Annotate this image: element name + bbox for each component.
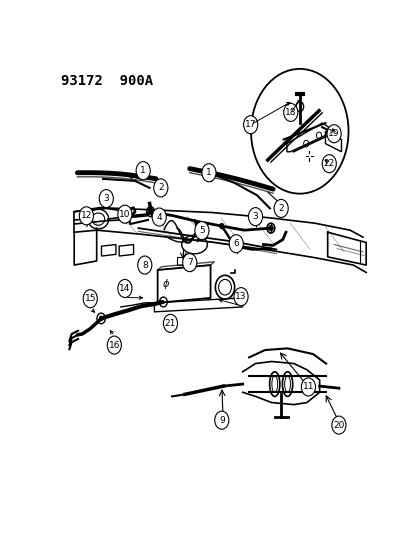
Text: 12: 12: [81, 211, 92, 220]
Text: 9: 9: [218, 416, 224, 425]
Circle shape: [182, 254, 196, 272]
Circle shape: [321, 155, 335, 173]
Circle shape: [214, 411, 228, 429]
Text: 20: 20: [332, 421, 344, 430]
Circle shape: [152, 208, 166, 226]
Text: 4: 4: [156, 213, 161, 222]
Circle shape: [331, 416, 345, 434]
Text: 14: 14: [119, 284, 130, 293]
Circle shape: [195, 222, 209, 240]
Circle shape: [153, 179, 168, 197]
Text: $\phi$: $\phi$: [161, 277, 169, 292]
Text: 8: 8: [142, 261, 147, 270]
Text: 2: 2: [158, 183, 163, 192]
Text: 19: 19: [328, 129, 339, 138]
Circle shape: [118, 279, 132, 297]
Circle shape: [248, 207, 262, 225]
Text: 3: 3: [252, 212, 258, 221]
Text: 3: 3: [103, 194, 109, 203]
Circle shape: [229, 235, 243, 253]
Circle shape: [138, 256, 152, 274]
Circle shape: [326, 125, 340, 143]
Text: 11: 11: [302, 383, 313, 391]
Text: 7: 7: [186, 258, 192, 267]
Text: 2: 2: [278, 204, 283, 213]
Text: 17: 17: [244, 120, 256, 129]
Text: 5: 5: [199, 226, 204, 235]
Circle shape: [301, 378, 315, 396]
Text: 10: 10: [119, 209, 131, 219]
Circle shape: [163, 314, 177, 333]
Text: 21: 21: [164, 319, 176, 328]
Text: 1: 1: [140, 166, 146, 175]
Circle shape: [219, 223, 223, 229]
Text: 15: 15: [84, 294, 96, 303]
Text: 1: 1: [206, 168, 211, 177]
Circle shape: [118, 205, 132, 223]
Circle shape: [283, 103, 297, 122]
Circle shape: [99, 190, 113, 207]
Circle shape: [107, 336, 121, 354]
Circle shape: [195, 221, 199, 227]
Circle shape: [243, 116, 257, 134]
Circle shape: [99, 316, 103, 321]
Text: 13: 13: [235, 292, 246, 301]
Text: 22: 22: [323, 159, 334, 168]
Circle shape: [273, 199, 287, 217]
Circle shape: [233, 288, 247, 306]
Circle shape: [268, 225, 273, 231]
Circle shape: [79, 207, 93, 225]
Circle shape: [250, 69, 348, 193]
Circle shape: [148, 209, 152, 215]
Text: 93172  900A: 93172 900A: [61, 74, 153, 88]
Circle shape: [136, 161, 150, 180]
Text: 6: 6: [233, 239, 239, 248]
Text: 18: 18: [284, 108, 296, 117]
Circle shape: [83, 290, 97, 308]
Circle shape: [202, 164, 216, 182]
Text: 16: 16: [108, 341, 120, 350]
